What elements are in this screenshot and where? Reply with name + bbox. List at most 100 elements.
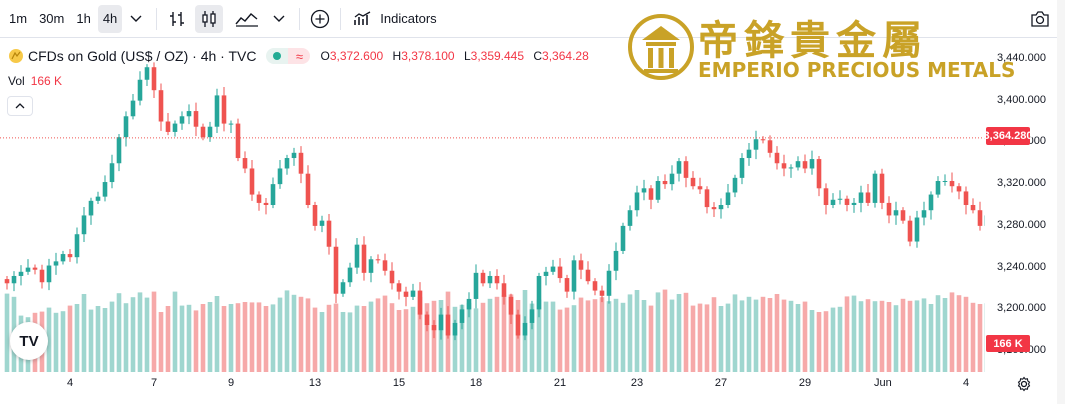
- open-value: 3,372.600: [329, 49, 384, 63]
- candle-body: [340, 282, 346, 294]
- volume-bar: [186, 304, 192, 372]
- interval-1m[interactable]: 1m: [9, 11, 28, 26]
- volume-bar: [291, 294, 297, 372]
- candle-body: [452, 322, 458, 336]
- candle-body: [137, 79, 143, 101]
- candle-body: [445, 314, 451, 336]
- volume-bar: [711, 297, 717, 372]
- candle-body: [326, 220, 332, 247]
- volume-bar: [494, 296, 500, 372]
- candle-body: [732, 177, 738, 193]
- candle-body: [263, 202, 269, 205]
- candle-body: [627, 210, 633, 226]
- time-tick-label: 4: [66, 377, 74, 389]
- volume-bar: [907, 300, 913, 372]
- candle-body: [816, 159, 822, 189]
- candle-body: [193, 111, 199, 127]
- interval-30m[interactable]: 30m: [39, 11, 65, 26]
- candle-body: [473, 272, 479, 299]
- price-chart[interactable]: [0, 0, 985, 404]
- candle-body: [746, 149, 752, 159]
- candle-body: [739, 158, 745, 178]
- volume-bar: [249, 302, 255, 372]
- candle-body: [242, 158, 248, 169]
- volume-bar: [312, 307, 318, 372]
- candle-body: [235, 123, 241, 159]
- candle-body: [704, 189, 710, 208]
- candle-body: [522, 322, 528, 336]
- candle-body: [788, 167, 794, 169]
- camera-icon[interactable]: [1030, 10, 1050, 28]
- candle-body: [543, 271, 549, 276]
- market-status-pill[interactable]: ≈: [266, 48, 311, 64]
- volume-bar: [886, 302, 892, 372]
- candle-body: [438, 314, 444, 331]
- candle-body: [431, 325, 437, 331]
- candle-body: [39, 269, 45, 283]
- candle-body: [606, 270, 612, 296]
- area-style-icon[interactable]: [229, 5, 265, 33]
- volume-bar: [137, 292, 143, 372]
- tradingview-logo[interactable]: TV: [10, 322, 48, 360]
- candle-body: [319, 220, 325, 226]
- time-tick-label: 13: [308, 377, 322, 389]
- candle-body: [613, 250, 619, 271]
- top-toolbar: 1m 30m 1h 4h Indicators: [0, 0, 1065, 38]
- candle-body: [305, 173, 311, 205]
- vertical-scrollbar[interactable]: [1057, 0, 1065, 404]
- volume-bar: [179, 305, 185, 372]
- volume-bar: [655, 292, 661, 372]
- volume-bar: [865, 299, 871, 372]
- volume-bar: [536, 299, 542, 372]
- candle-body: [879, 173, 885, 203]
- close-key: C: [533, 49, 543, 63]
- candle-body: [221, 95, 227, 124]
- volume-bar: [641, 300, 647, 372]
- volume-bar: [557, 309, 563, 372]
- current-volume-tag: 166 K: [986, 335, 1030, 352]
- volume-bar: [900, 298, 906, 372]
- indicators-button[interactable]: Indicators: [347, 5, 442, 33]
- volume-bar: [4, 293, 10, 372]
- candle-body: [165, 121, 171, 132]
- collapse-legend-button[interactable]: [7, 96, 33, 116]
- volume-bar: [200, 304, 206, 372]
- volume-bar: [977, 304, 983, 372]
- volume-bar: [949, 292, 955, 372]
- candle-body: [95, 196, 101, 201]
- candle-body: [683, 161, 689, 178]
- chevron-down-icon[interactable]: [122, 5, 150, 33]
- volume-bar: [326, 304, 332, 372]
- candle-body: [697, 186, 703, 190]
- settings-gear-icon[interactable]: [1016, 376, 1032, 397]
- ohlc-values: O3,372.600 H3,378.100 L3,359.445 C3,364.…: [320, 49, 594, 63]
- volume-bar: [956, 295, 962, 372]
- candle-body: [424, 314, 430, 326]
- candle-body: [228, 123, 234, 125]
- symbol-title[interactable]: CFDs on Gold (US$ / OZ) · 4h · TVC: [28, 48, 257, 64]
- interval-4h[interactable]: 4h: [97, 4, 123, 33]
- volume-bar: [102, 308, 108, 372]
- candle-body: [767, 140, 773, 153]
- market-open-dot-icon: [266, 48, 289, 64]
- volume-bar: [193, 310, 199, 372]
- candle-body: [494, 275, 500, 284]
- chevron-down-icon[interactable]: [265, 5, 293, 33]
- volume-bar: [578, 297, 584, 372]
- candle-body: [914, 217, 920, 242]
- add-icon[interactable]: [306, 5, 334, 33]
- wave-icon: ≈: [288, 48, 311, 64]
- candle-body: [823, 188, 829, 205]
- candle-body: [942, 180, 948, 182]
- volume-bar: [725, 303, 731, 372]
- candle-body: [389, 270, 395, 284]
- volume-bar: [914, 300, 920, 372]
- volume-bar: [893, 305, 899, 372]
- bar-style-icon[interactable]: [163, 5, 191, 33]
- candle-body: [641, 188, 647, 193]
- candle-style-icon[interactable]: [195, 4, 224, 33]
- candle-body: [459, 309, 465, 323]
- candle-body: [382, 260, 388, 271]
- interval-1h[interactable]: 1h: [76, 11, 91, 26]
- volume-bar: [67, 305, 73, 372]
